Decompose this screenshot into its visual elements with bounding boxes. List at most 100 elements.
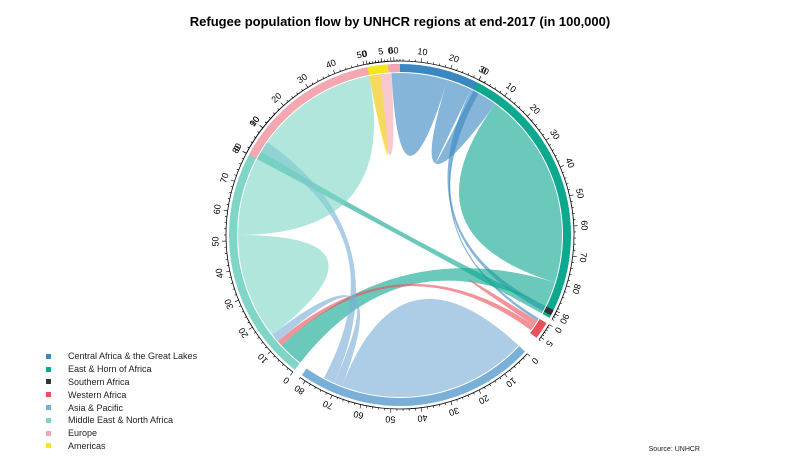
legend-item: Southern Africa	[46, 376, 197, 389]
axis-tick	[538, 339, 541, 342]
tick-label: 40	[417, 413, 428, 424]
tick-label: 30	[477, 64, 490, 77]
axis-tick	[562, 171, 565, 173]
legend: Central Africa & the Great Lakes East & H…	[46, 350, 197, 452]
axis-tick	[241, 157, 244, 159]
axis-tick	[478, 76, 482, 81]
axis-tick	[569, 194, 574, 197]
axis-tick	[467, 395, 470, 398]
axis-tick	[557, 160, 560, 162]
region-sector: 0 10 20 30 40 50 60 70 80	[293, 346, 541, 425]
axis-tick	[328, 74, 330, 77]
axis-tick	[273, 355, 276, 358]
axis-tick	[342, 399, 344, 402]
legend-swatch	[46, 366, 51, 372]
axis-tick	[296, 92, 298, 95]
axis-tick	[241, 311, 244, 313]
tick-label: 30	[295, 72, 309, 86]
tick-label: 0	[530, 356, 541, 366]
legend-item: Europe	[46, 427, 197, 440]
chart-title: Refugee population flow by UNHCR regions…	[189, 14, 611, 29]
axis-tick	[484, 387, 486, 390]
axis-tick	[499, 377, 502, 380]
axis-tick	[566, 183, 569, 185]
chord-link	[341, 298, 519, 397]
chord-link	[369, 74, 388, 156]
axis-tick	[230, 186, 233, 188]
tick-label: 20	[528, 102, 542, 116]
axis-tick	[248, 326, 253, 330]
chord-links	[238, 73, 562, 397]
axis-tick	[223, 209, 228, 212]
axis-tick	[351, 65, 353, 68]
axis-tick	[230, 179, 235, 182]
legend-item: East & Horn of Africa	[46, 363, 197, 376]
tick-label: 0	[361, 48, 368, 59]
axis-tick	[552, 319, 555, 321]
region-sector	[543, 306, 561, 318]
axis-tick	[444, 64, 446, 68]
legend-item: Americas	[46, 440, 197, 453]
axis-tick	[566, 285, 571, 288]
legend-label: Europe	[68, 428, 98, 439]
tick-label: 0	[479, 65, 488, 76]
axis-tick	[264, 346, 267, 349]
tick-label: 20	[448, 52, 461, 64]
tick-label: 50	[356, 48, 368, 60]
axis-tick	[545, 137, 550, 141]
axis-tick	[247, 321, 250, 324]
legend-swatch	[46, 379, 51, 385]
tick-label: 5	[378, 46, 384, 56]
tick-label: 30	[222, 298, 235, 311]
tick-label: 60	[579, 220, 590, 231]
axis-tick	[302, 380, 306, 385]
axis-tick	[531, 119, 534, 122]
tick-label: 80	[570, 283, 582, 296]
axis-tick	[280, 102, 284, 106]
axis-tick	[261, 341, 264, 344]
axis-tick	[562, 297, 565, 299]
axis-tick	[319, 389, 322, 392]
axis-tick	[257, 337, 260, 339]
tick-label: 70	[218, 172, 231, 185]
tick-label: 10	[504, 81, 518, 95]
chord-link	[458, 103, 562, 283]
axis-tick	[290, 371, 294, 376]
axis-tick	[333, 69, 336, 74]
tick-label: 50	[385, 414, 396, 425]
axis-tick	[542, 133, 545, 136]
axis-tick	[298, 377, 301, 380]
chord-link	[467, 279, 538, 326]
axis-tick	[513, 366, 516, 369]
legend-label: Middle East & North Africa	[68, 415, 174, 426]
axis-tick	[234, 174, 237, 176]
axis-tick	[545, 329, 548, 332]
axis-tick	[518, 106, 521, 108]
legend-item: Middle East & North Africa	[46, 414, 197, 427]
tick-label: 10	[417, 46, 428, 57]
axis-tick	[548, 324, 553, 327]
axis-tick	[286, 99, 289, 102]
axis-tick	[239, 305, 242, 307]
tick-label: 40	[213, 267, 225, 279]
axis-tick	[456, 399, 458, 402]
region-sector: 0 10 20 30 40 50 60 70 80 90	[474, 65, 590, 326]
tick-label: 20	[269, 91, 283, 105]
region-axis	[366, 61, 388, 65]
legend-label: Asia & Pacific	[68, 402, 124, 413]
axis-tick	[317, 79, 319, 82]
axis-tick	[362, 60, 365, 65]
axis-tick	[556, 311, 561, 314]
axis-tick	[504, 373, 508, 378]
axis-tick	[339, 69, 341, 72]
axis-tick	[548, 144, 552, 146]
legend-item: Asia & Pacific	[46, 401, 197, 414]
axis-tick	[473, 75, 475, 78]
tick-label: 80	[293, 383, 307, 397]
region-axis	[299, 353, 528, 410]
region-sector: 05	[530, 318, 564, 348]
tick-label: 20	[237, 326, 251, 340]
axis-tick	[291, 96, 294, 99]
